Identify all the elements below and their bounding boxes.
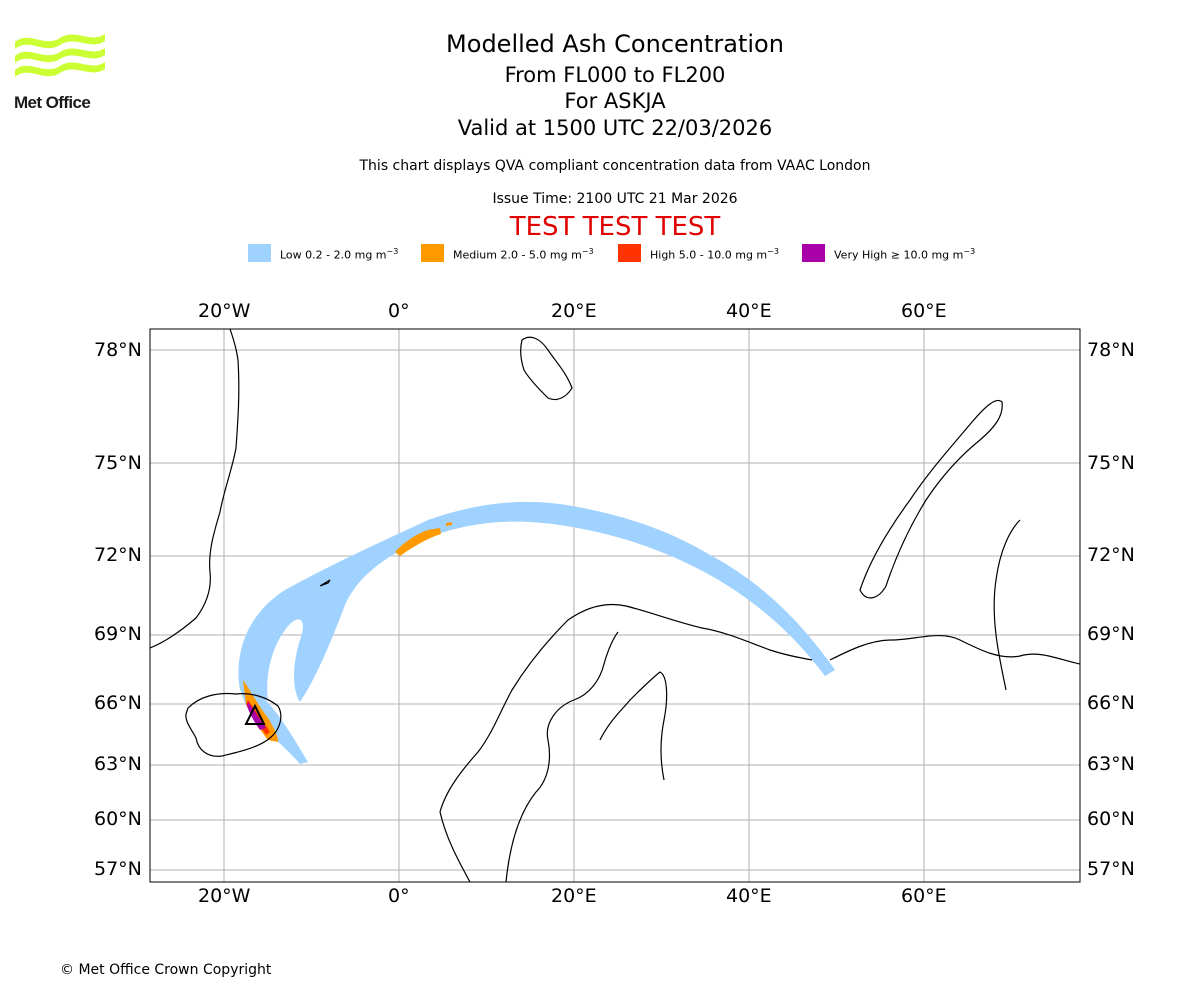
legend-label-low: Low 0.2 - 2.0 mg m−3: [280, 247, 399, 262]
jan-mayen-coastline: [319, 579, 331, 587]
novaya-zemlya-coastline: [859, 399, 1003, 599]
flight-level-subtitle: From FL000 to FL200: [504, 63, 726, 87]
met-office-logo: Met Office: [14, 30, 108, 114]
volcano-subtitle: For ASKJA: [564, 89, 666, 113]
logo-wordmark: Met Office: [14, 93, 90, 112]
lon-tick-top-20e: 20°E: [551, 300, 597, 322]
lon-tick-bottom-40e: 40°E: [726, 885, 772, 907]
met-office-logo-waves: Met Office: [14, 34, 105, 112]
lat-tick-left-60n: 60°N: [94, 808, 142, 830]
iceland-coastline: [185, 692, 282, 757]
valid-time-subtitle: Valid at 1500 UTC 22/03/2026: [457, 116, 773, 140]
legend-swatch-low: [248, 244, 271, 262]
legend-swatch-medium: [421, 244, 444, 262]
lon-tick-bottom-20e: 20°E: [551, 885, 597, 907]
scandinavia-coastline: [439, 603, 813, 882]
legend-label-medium: Medium 2.0 - 5.0 mg m−3: [453, 247, 594, 262]
map-frame: [149, 328, 1081, 883]
coastlines: [150, 329, 1080, 882]
lat-tick-right-72n: 72°N: [1087, 544, 1135, 566]
ash-plume-low: [238, 501, 836, 702]
lat-tick-right-63n: 63°N: [1087, 753, 1135, 775]
lon-tick-bottom-20w: 20°W: [198, 885, 251, 907]
svalbard-coastline: [520, 336, 573, 401]
lon-tick-top-20w: 20°W: [198, 300, 251, 322]
legend-label-high: High 5.0 - 10.0 mg m−3: [650, 247, 779, 262]
legend-swatch-high: [618, 244, 641, 262]
chart-title: Modelled Ash Concentration: [446, 30, 784, 58]
lat-tick-left-75n: 75°N: [94, 452, 142, 474]
yamal-coastline: [993, 519, 1021, 691]
lon-tick-top-0: 0°: [388, 300, 410, 322]
lon-tick-bottom-60e: 60°E: [901, 885, 947, 907]
ash-plume-medium-patch: [446, 522, 452, 526]
issue-time: Issue Time: 2100 UTC 21 Mar 2026: [492, 191, 738, 207]
lat-tick-left-57n: 57°N: [94, 858, 142, 880]
lon-tick-bottom-0: 0°: [388, 885, 410, 907]
volcano-marker: [244, 703, 266, 725]
russian-arctic-coastline: [829, 634, 1080, 665]
lat-tick-right-78n: 78°N: [1087, 339, 1135, 361]
lat-tick-left-63n: 63°N: [94, 753, 142, 775]
lat-tick-right-69n: 69°N: [1087, 623, 1135, 645]
lat-tick-right-66n: 66°N: [1087, 692, 1135, 714]
lat-tick-right-60n: 60°N: [1087, 808, 1135, 830]
ash-plume-low-south: [240, 678, 308, 764]
ash-plume-medium-north: [395, 528, 441, 556]
greenland-coastline: [150, 329, 240, 649]
lon-tick-top-40e: 40°E: [726, 300, 772, 322]
gulf-of-bothnia-coastline: [599, 671, 668, 781]
chart-description: This chart displays QVA compliant concen…: [359, 158, 871, 174]
lat-tick-left-78n: 78°N: [94, 339, 142, 361]
lat-tick-left-66n: 66°N: [94, 692, 142, 714]
test-banner: TEST TEST TEST: [509, 212, 721, 242]
copyright-notice: © Met Office Crown Copyright: [60, 962, 272, 978]
legend-swatch-very-high: [802, 244, 825, 262]
baltic-coastline: [505, 631, 619, 882]
map-gridlines: [150, 329, 1080, 882]
legend-label-very-high: Very High ≥ 10.0 mg m−3: [834, 247, 976, 262]
lat-tick-right-75n: 75°N: [1087, 452, 1135, 474]
lat-tick-right-57n: 57°N: [1087, 858, 1135, 880]
lat-tick-left-69n: 69°N: [94, 623, 142, 645]
ash-plume-medium-near-source: [243, 680, 278, 742]
lon-tick-top-60e: 60°E: [901, 300, 947, 322]
lat-tick-left-72n: 72°N: [94, 544, 142, 566]
